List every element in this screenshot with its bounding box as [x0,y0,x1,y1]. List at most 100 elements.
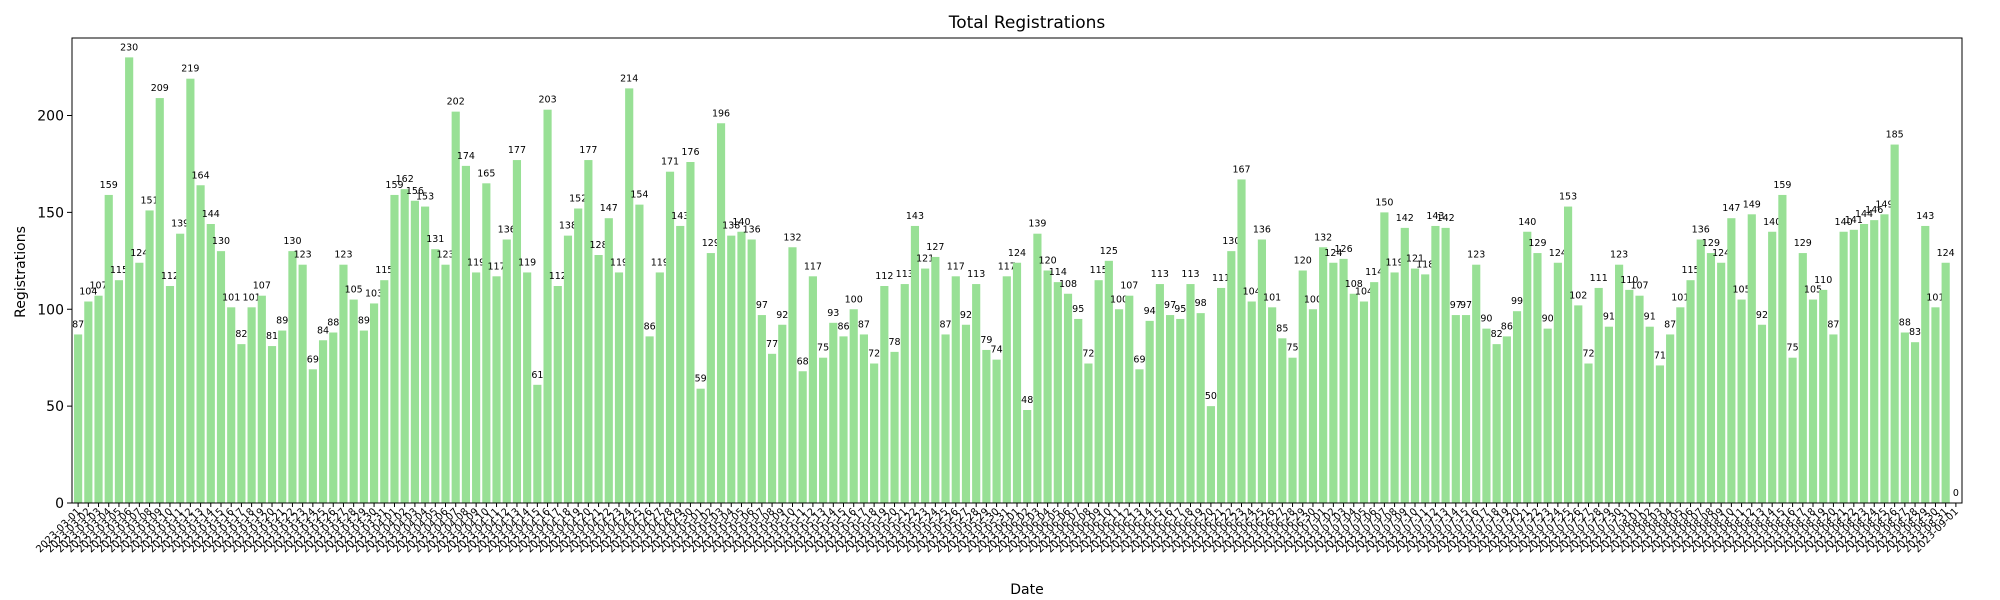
data-label: 123 [1610,250,1628,261]
data-label: 86 [837,321,849,332]
bar [1737,299,1746,503]
plot-marks: 050100150200872023-03-011042023-03-02107… [34,42,1961,555]
data-label: 115 [1090,265,1108,276]
data-label: 124 [1937,248,1955,259]
data-label: 144 [202,209,220,220]
data-label: 78 [888,337,900,348]
y-tick-label: 200 [37,109,64,125]
bar [1288,357,1297,503]
bar [1553,262,1562,503]
data-label: 123 [1467,250,1485,261]
bar [1461,315,1471,503]
data-label: 104 [79,287,97,298]
bar [1155,284,1164,503]
bar [145,210,154,503]
bar [1921,225,1930,503]
data-label: 149 [1743,199,1761,210]
bar [1196,313,1205,504]
bar [1319,247,1328,503]
bar [788,247,797,503]
bar [451,111,460,504]
data-label: 88 [327,318,339,329]
bar [808,276,817,503]
y-tick-label: 150 [37,205,64,221]
data-label: 102 [1569,290,1587,301]
data-label: 90 [1480,314,1492,325]
bar [1686,280,1695,503]
data-label: 115 [110,265,128,276]
data-label: 124 [1008,248,1026,259]
data-label: 93 [827,308,839,319]
bar [951,276,960,503]
data-label: 75 [1787,343,1799,354]
bar [747,239,756,503]
bar [492,276,501,503]
data-label: 110 [1620,275,1638,286]
bar [1523,231,1532,503]
data-label: 72 [868,349,880,360]
bar [1594,287,1603,503]
bar [1441,227,1450,504]
data-label: 117 [998,261,1016,272]
data-label: 108 [1345,279,1363,290]
bar [1247,301,1256,503]
data-label: 140 [732,217,750,228]
bar [594,255,603,503]
bar [1788,357,1797,503]
data-label: 124 [1712,248,1730,259]
bar [400,189,409,504]
bar [1329,262,1338,503]
data-label: 105 [1804,285,1822,296]
bar [482,183,491,503]
bar [1043,270,1052,503]
data-label: 129 [1702,238,1720,249]
bar [1870,220,1879,504]
bar [563,235,573,504]
data-label: 230 [120,42,138,53]
bar [1186,284,1195,503]
data-label: 59 [695,374,707,385]
data-label: 129 [1794,238,1812,249]
bar [247,307,256,503]
data-label: 107 [1120,281,1138,292]
data-label: 146 [1865,205,1883,216]
data-label: 143 [671,211,689,222]
bar [1533,253,1542,503]
data-label: 48 [1021,395,1033,406]
bar [798,371,807,503]
bar [196,185,205,503]
data-label: 105 [345,285,363,296]
bar [972,284,981,503]
bar [1543,328,1552,504]
data-label: 149 [1875,199,1893,210]
data-label: 128 [590,240,608,251]
bar [1768,231,1777,503]
data-label: 100 [1110,294,1128,305]
data-label: 117 [947,261,965,272]
bar [665,171,675,503]
data-label: 124 [130,248,148,259]
bar [278,330,287,503]
bar [1604,326,1613,503]
bar [1359,301,1369,503]
bar [1502,336,1511,504]
bar [1217,287,1226,503]
data-label: 75 [817,343,829,354]
bar [1278,338,1287,503]
data-label: 152 [569,194,587,205]
bar [1910,342,1920,503]
bar [921,268,930,503]
bar [1615,264,1624,503]
data-label: 138 [559,221,577,232]
data-label: 196 [712,108,730,119]
data-label: 88 [1899,318,1911,329]
data-label: 82 [235,329,247,340]
data-label: 101 [1926,292,1944,303]
bar [1135,369,1144,503]
data-label: 176 [681,147,699,158]
bar [74,334,83,503]
bar [1237,179,1246,503]
data-label: 147 [1722,203,1740,214]
bar [1890,144,1899,503]
